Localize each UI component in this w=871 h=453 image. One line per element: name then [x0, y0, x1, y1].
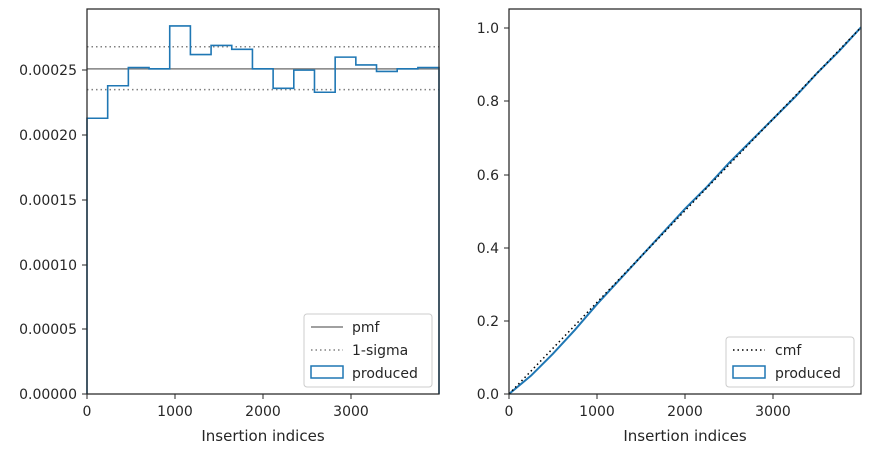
- ytick-label: 0.0: [477, 387, 499, 403]
- ytick-label: 0.00020: [19, 128, 77, 144]
- ytick-label: 0.00015: [19, 193, 77, 209]
- legend-produced-label: produced: [352, 366, 418, 382]
- cumulative-xticks: 0 1000 2000 3000: [505, 394, 791, 420]
- xtick-label: 3000: [755, 404, 791, 420]
- ytick-label: 0.6: [477, 168, 499, 184]
- xtick-label: 3000: [333, 404, 369, 420]
- cumulative-marks: [508, 26, 862, 395]
- xtick-label: 2000: [667, 404, 703, 420]
- histogram-yticks: 0.00000 0.00005 0.00010 0.00015 0.00020 …: [19, 63, 87, 403]
- histogram-legend: pmf 1-sigma produced: [303, 313, 433, 388]
- legend-box: [303, 313, 433, 388]
- xtick-label: 1000: [579, 404, 615, 420]
- xtick-label: 2000: [245, 404, 281, 420]
- cumulative-legend: cmf produced: [725, 336, 855, 388]
- legend-produced-swatch: [310, 365, 344, 379]
- legend-cmf-label: cmf: [775, 343, 802, 359]
- cumulative-chart: 0.0 0.2 0.4 0.6 0.8 1.0 0 1000 2000 3000…: [477, 8, 862, 445]
- ytick-label: 0.8: [477, 94, 499, 110]
- histogram-xlabel: Insertion indices: [201, 427, 324, 445]
- ytick-label: 0.2: [477, 314, 499, 330]
- cumulative-yticks: 0.0 0.2 0.4 0.6 0.8 1.0: [477, 21, 509, 403]
- ytick-label: 0.4: [477, 241, 499, 257]
- histogram-marks: [86, 25, 440, 394]
- histogram-xticks: 0 1000 2000 3000: [83, 394, 369, 420]
- ytick-label: 0.00025: [19, 63, 77, 79]
- legend-produced-swatch: [732, 365, 766, 379]
- produced-histogram-step: [86, 25, 440, 394]
- ytick-label: 1.0: [477, 21, 499, 37]
- xtick-label: 0: [505, 404, 514, 420]
- histogram-chart: 0.00000 0.00005 0.00010 0.00015 0.00020 …: [19, 8, 440, 445]
- ytick-label: 0.00010: [19, 258, 77, 274]
- cmf-line: [508, 26, 862, 395]
- xtick-label: 0: [83, 404, 92, 420]
- legend-box: [725, 336, 855, 388]
- legend-sigma-label: 1-sigma: [352, 343, 408, 359]
- ytick-label: 0.00000: [19, 387, 77, 403]
- ytick-label: 0.00005: [19, 322, 77, 338]
- xtick-label: 1000: [157, 404, 193, 420]
- legend-produced-label: produced: [775, 366, 841, 382]
- legend-pmf-label: pmf: [352, 320, 381, 336]
- cumulative-xlabel: Insertion indices: [623, 427, 746, 445]
